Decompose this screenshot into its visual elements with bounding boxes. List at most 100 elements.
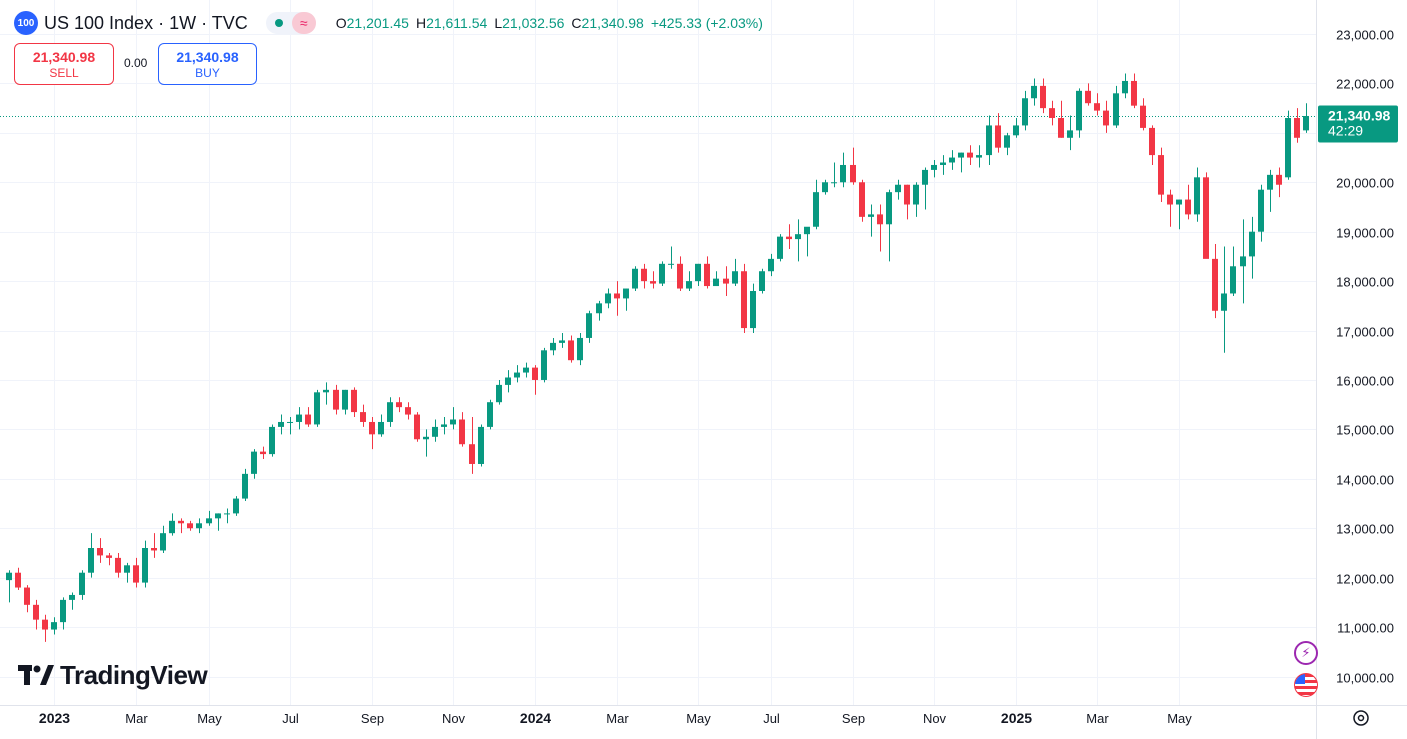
candle-body — [1276, 174, 1282, 185]
price-tag-countdown: 42:29 — [1328, 123, 1363, 139]
candle-body — [967, 152, 973, 158]
y-tick-label: 15,000.00 — [1336, 423, 1394, 438]
market-open-dot-icon — [274, 19, 283, 27]
candle-body — [577, 337, 583, 361]
candle-body — [1258, 189, 1264, 232]
candle-body — [233, 498, 239, 514]
candle-body — [831, 182, 837, 184]
sell-button[interactable]: 21,340.98 SELL — [14, 43, 114, 85]
candle-body — [215, 513, 221, 519]
market-status-pill[interactable]: ≈ — [265, 12, 316, 34]
us-flag-icon[interactable] — [1294, 673, 1318, 697]
candle-body — [1221, 293, 1227, 311]
candle-body — [1285, 118, 1291, 178]
candle-body — [1013, 125, 1019, 136]
symbol-title[interactable]: US 100 Index · 1W · TVC — [44, 12, 248, 33]
candle-body — [859, 182, 865, 217]
symbol-badge[interactable]: 100 — [14, 11, 38, 35]
candle-body — [605, 293, 611, 304]
candle-body — [677, 263, 683, 289]
candle-body — [378, 421, 384, 435]
candle-body — [686, 281, 692, 289]
candle-body — [768, 258, 774, 272]
candle-body — [949, 157, 955, 163]
candle-body — [1031, 85, 1037, 99]
candle-body — [278, 421, 284, 427]
time-axis[interactable]: 2023 Mar May Jul Sep Nov 2024 Mar May Jul Sep Nov 20… — [39, 710, 1192, 726]
candle-body — [596, 303, 602, 314]
candle-body — [242, 473, 248, 499]
x-tick-label: Jul — [282, 711, 299, 726]
candle-body — [196, 523, 202, 529]
candle-body — [1103, 110, 1109, 126]
candle-body — [822, 182, 828, 193]
candle-body — [478, 426, 484, 464]
candle-body — [178, 520, 184, 524]
logo-text: TradingView — [60, 660, 208, 690]
candle-body — [614, 293, 620, 299]
candle-body — [777, 236, 783, 259]
candle-body — [287, 421, 293, 423]
open-value: 21,201.45 — [346, 15, 409, 31]
price-tag-value: 21,340.98 — [1328, 108, 1390, 124]
candle-body — [1303, 115, 1309, 131]
candle-body — [1240, 256, 1246, 267]
candle-body — [15, 572, 21, 588]
gear-icon[interactable] — [1353, 710, 1369, 726]
close-label: C — [571, 15, 582, 31]
candle-body — [1140, 105, 1146, 128]
candle-body — [124, 565, 130, 573]
candle-body — [459, 419, 465, 445]
price-axis[interactable]: 10,000.00 11,000.00 12,000.00 13,000.00 14,0… — [1336, 28, 1394, 686]
candle-body — [487, 402, 493, 427]
candle-body — [1022, 98, 1028, 126]
tradingview-logo[interactable]: TradingView — [18, 660, 208, 691]
horizontal-gridlines — [0, 34, 1316, 678]
candle-body — [1067, 130, 1073, 138]
y-tick-label: 16,000.00 — [1336, 374, 1394, 389]
high-value: 21,611.54 — [426, 15, 488, 31]
candle-body — [351, 389, 357, 413]
candle-body — [24, 587, 30, 605]
candle-body — [868, 214, 874, 217]
candle-body — [732, 271, 738, 284]
lightning-icon[interactable]: ⚡ — [1294, 641, 1318, 665]
candle-body — [88, 548, 94, 573]
candle-body — [523, 367, 529, 373]
candle-body — [405, 407, 411, 415]
candle-body — [804, 226, 810, 235]
y-tick-label: 13,000.00 — [1336, 522, 1394, 537]
candle-body — [786, 236, 792, 240]
candle-body — [187, 523, 193, 529]
x-tick-label: May — [686, 711, 711, 726]
candle-body — [1203, 177, 1209, 259]
candle-body — [650, 281, 656, 284]
candle-body — [369, 421, 375, 435]
candle-body — [850, 164, 856, 183]
candle-body — [759, 271, 765, 291]
sell-label: SELL — [49, 65, 79, 80]
candle-body — [623, 288, 629, 299]
buy-button[interactable]: 21,340.98 BUY — [158, 43, 257, 85]
x-tick-label: 2025 — [1001, 710, 1032, 726]
low-value: 21,032.56 — [502, 15, 565, 31]
price-tag: 21,340.98 42:29 — [1318, 105, 1398, 143]
candle-body — [995, 125, 1001, 148]
candle-body — [33, 604, 39, 620]
candle-body — [1167, 194, 1173, 205]
change-value: +425.33 (+2.03%) — [650, 15, 763, 31]
low-label: L — [494, 15, 503, 31]
candle-body — [387, 402, 393, 422]
x-tick-label: Sep — [842, 711, 865, 726]
spread-value: 0.00 — [124, 56, 148, 70]
candle-body — [559, 340, 565, 343]
candle-body — [1076, 90, 1082, 131]
candle-body — [224, 513, 230, 515]
candle-body — [668, 263, 674, 265]
candle-body — [541, 350, 547, 380]
candle-body — [976, 155, 982, 158]
candle-body — [1230, 266, 1236, 294]
candle-body — [632, 268, 638, 289]
candle-body — [1094, 103, 1100, 111]
